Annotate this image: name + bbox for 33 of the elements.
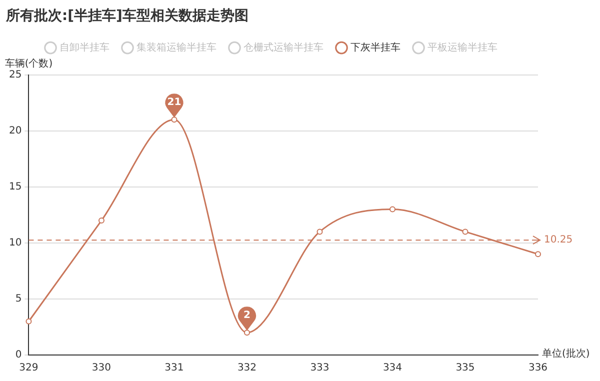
x-tick-label: 335 <box>456 362 475 374</box>
legend-label: 平板运输半挂车 <box>428 41 498 54</box>
x-tick-label: 330 <box>92 362 112 374</box>
legend-label: 集装箱运输半挂车 <box>136 41 216 54</box>
point <box>462 228 468 235</box>
legend-label: 仓栅式运输半挂车 <box>244 41 324 54</box>
x-tick-label: 329 <box>19 362 38 374</box>
legend-label: 自卸半挂车 <box>60 41 110 54</box>
point <box>389 206 396 212</box>
x-tick-label: 332 <box>237 362 257 374</box>
y-tick-label: 10 <box>8 238 22 249</box>
x-tick-label: 334 <box>382 362 402 374</box>
x-tick-label: 336 <box>528 362 548 374</box>
x-axis-title: 单位(批次) <box>542 348 590 360</box>
y-tick-label: 20 <box>8 125 22 136</box>
point <box>316 228 323 235</box>
y-tick-label: 0 <box>15 350 22 361</box>
point <box>98 218 104 224</box>
y-tick-label: 25 <box>8 69 22 80</box>
legend-label: 下灰半挂车 <box>350 41 400 54</box>
y-axis-title: 车辆(个数) <box>4 57 53 70</box>
annotation: 2 <box>244 310 250 322</box>
y-tick-label: 15 <box>8 181 22 192</box>
x-tick-label: 333 <box>310 362 330 374</box>
y-tick-label: 5 <box>15 294 22 305</box>
point <box>26 318 32 324</box>
point <box>171 116 178 123</box>
ref-line-label: 10.25 <box>544 234 573 246</box>
annotation: 21 <box>167 97 182 108</box>
chart-title: 所有批次:[半挂车]车型相关数据走势图 <box>5 7 248 24</box>
point <box>244 330 250 336</box>
x-tick-label: 331 <box>164 362 184 374</box>
point <box>535 251 541 258</box>
